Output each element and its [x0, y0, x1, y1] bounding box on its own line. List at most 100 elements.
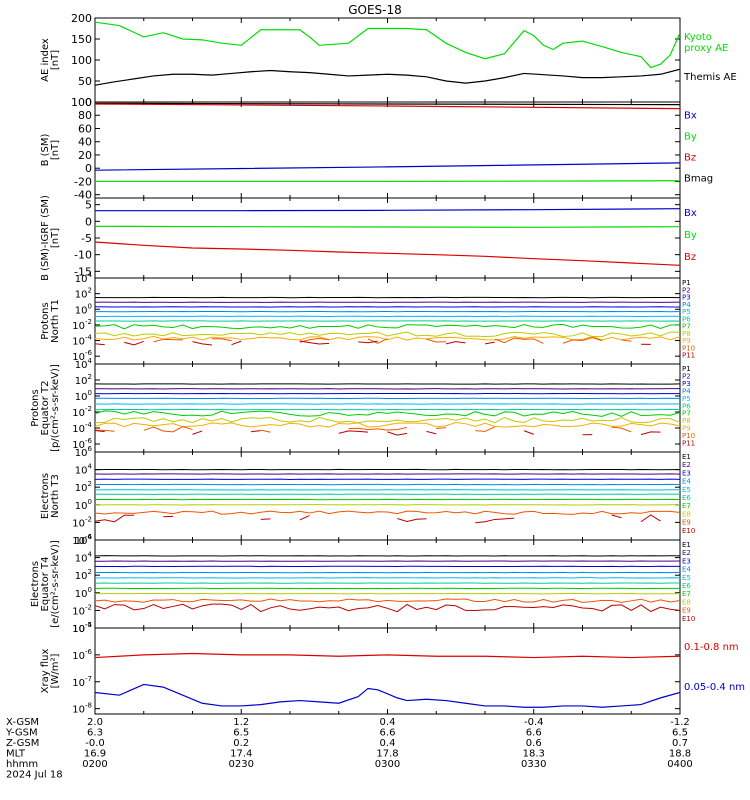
channel-line — [640, 431, 661, 436]
series-line — [95, 683, 680, 708]
legend-label: E1 — [682, 541, 691, 549]
y-axis-label: B (SM)-IGRF (SM) — [40, 195, 51, 281]
legend-label: 0.1-0.8 nm — [684, 642, 739, 653]
footer-value: 16.9 — [84, 749, 106, 760]
legend-label: E7 — [682, 502, 691, 510]
legend-label: P1 — [682, 279, 691, 287]
y-tick-label: 104 — [75, 271, 93, 285]
legend-label: P6 — [682, 402, 691, 410]
legend-label: Bz — [684, 152, 696, 163]
series-line — [95, 180, 680, 183]
legend-label: P7 — [682, 410, 691, 418]
y-axis-label: B (SM) — [40, 133, 51, 166]
y-tick-label: 0 — [85, 162, 92, 175]
y-tick-label: 104 — [75, 463, 93, 477]
footer-value: 17.4 — [230, 749, 252, 760]
legend-label: E5 — [682, 574, 691, 582]
legend-label: P9 — [682, 425, 691, 433]
footer-value: 6.5 — [672, 728, 688, 739]
y-axis-label: Equator T4 — [40, 557, 51, 612]
plot-area — [95, 102, 680, 183]
y-tick-label: 60 — [78, 122, 92, 135]
legend-label: E3 — [682, 557, 691, 565]
y-tick-label: -15 — [74, 265, 92, 278]
series-line — [95, 162, 680, 171]
y-tick-label: 40 — [78, 136, 92, 149]
footer-value: 6.3 — [87, 728, 103, 739]
y-axis-label: [nT] — [50, 228, 61, 248]
channel-line — [445, 341, 466, 345]
channel-line — [299, 515, 310, 521]
channel-line — [95, 343, 105, 346]
panel-frame — [94, 17, 681, 103]
channel-line — [523, 430, 534, 435]
series-line — [95, 21, 680, 69]
y-axis-label: Electrons — [30, 561, 41, 607]
series-line — [95, 225, 680, 228]
legend-label: P5 — [682, 395, 691, 403]
channel-line — [426, 430, 437, 435]
y-tick-label: 150 — [71, 33, 92, 46]
y-tick-label: 10-4 — [72, 334, 92, 348]
channel-line — [95, 598, 680, 603]
legend-label: proxy AE — [684, 43, 728, 54]
legend-label: E2 — [682, 549, 691, 557]
channel-line — [299, 337, 330, 343]
y-tick-label: 10-2 — [72, 603, 92, 617]
ephemeris-footer: X-GSM 2.0 1.2 0.4 -0.4 -1.2 Y-GSM 6.3 6.5 6.6 6.6 6… — [5, 717, 693, 781]
legend-label: E6 — [682, 494, 691, 502]
footer-row-label: Y-GSM — [5, 728, 38, 739]
channel-line — [95, 510, 680, 515]
y-tick-label: 102 — [75, 373, 92, 387]
channel-line — [640, 514, 661, 523]
y-tick-label: -20 — [74, 175, 92, 188]
y-tick-label: 102 — [75, 287, 92, 301]
legend-label: P7 — [682, 323, 691, 331]
y-axis-label: [W/m²] — [50, 653, 61, 688]
channel-line — [192, 341, 213, 346]
y-tick-label: 0 — [85, 96, 92, 109]
y-tick-label: 102 — [75, 480, 92, 494]
legend-label: Bx — [684, 208, 697, 219]
y-tick-label: 20 — [78, 149, 92, 162]
channel-line — [192, 430, 203, 435]
footer-value: 1.2 — [233, 717, 249, 728]
y-axis-label: [nT] — [50, 140, 61, 160]
y-axis-label: [nT] — [50, 50, 61, 70]
footer-row-label: Z-GSM — [6, 738, 39, 749]
legend-label: E7 — [682, 590, 691, 598]
legend-label: E10 — [682, 615, 695, 623]
series-line — [95, 652, 680, 659]
y-tick-label: 10-2 — [72, 405, 92, 419]
y-tick-label: 100 — [71, 54, 92, 67]
y-tick-label: -5 — [81, 232, 92, 245]
series-line — [95, 68, 680, 86]
legend-label: E8 — [682, 510, 691, 518]
legend-label: Themis AE — [683, 72, 737, 83]
y-tick-label: 0 — [85, 215, 92, 228]
y-axis-label: Xray flux — [40, 649, 51, 694]
plot-area — [95, 296, 680, 346]
legend-label: Bx — [684, 111, 697, 122]
channel-line — [95, 323, 680, 330]
channel-line — [367, 338, 388, 344]
legend-label: P5 — [682, 308, 691, 316]
y-axis-label: North T1 — [50, 299, 61, 343]
channel-line — [436, 427, 447, 430]
channel-line — [95, 514, 135, 523]
y-tick-label: 102 — [75, 568, 92, 582]
series-line — [95, 208, 680, 212]
channel-line — [611, 426, 632, 433]
channel-line — [348, 427, 408, 431]
channel-line — [358, 340, 378, 344]
footer-value: 0330 — [521, 759, 546, 770]
legend-label: P6 — [682, 315, 691, 323]
legend-label: E6 — [682, 582, 691, 590]
y-axis-label: Protons — [30, 389, 41, 426]
y-tick-label: 80 — [78, 109, 92, 122]
y-axis-label: AE index — [40, 38, 51, 82]
